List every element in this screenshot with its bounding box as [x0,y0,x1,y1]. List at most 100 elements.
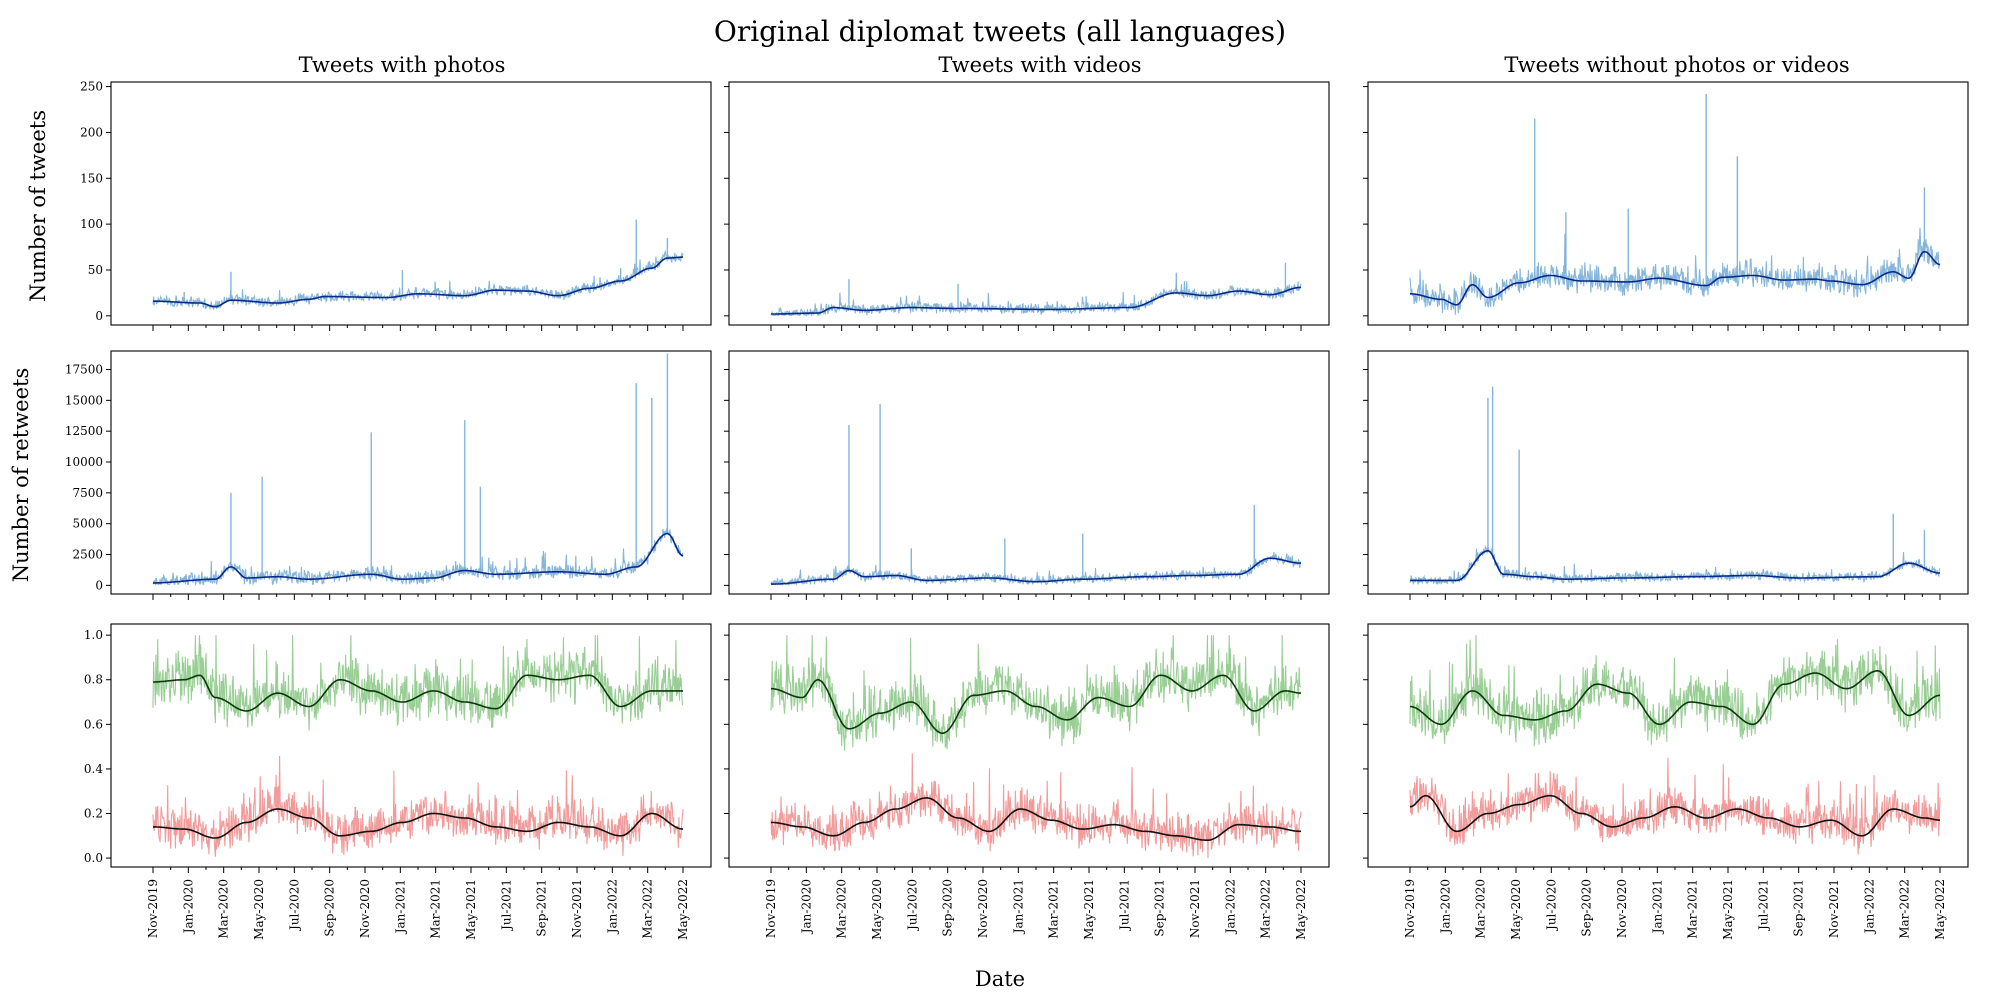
smoothed-red-line [771,797,1301,841]
daily-line [1409,544,1941,585]
y-tick-label: 10000 [65,455,103,469]
daily-line [1409,227,1941,315]
axes-frame [110,350,712,595]
x-tick-label: Nov-2021 [1827,879,1841,938]
panel-0-2 [1363,81,1969,331]
x-tick-label: May-2020 [1509,879,1523,940]
x-tick-label: Mar-2022 [641,879,655,939]
x-tick-label: Nov-2021 [1188,879,1202,938]
x-tick-label: Sep-2021 [1153,879,1167,937]
smoothed-line [153,256,684,308]
x-tick-label: Jan-2022 [605,879,619,935]
panel-2-0: 0.0 0.2 0.4 0.6 0.8 1.0 Nov-2019 Jan-2020 Mar-20… [84,623,712,940]
smoothed-green-line [1409,669,1941,726]
daily-line [770,280,1302,317]
y-tick-label: 0.6 [84,717,103,731]
x-tick-label: Nov-2020 [976,879,990,938]
x-tick-label: Mar-2020 [1474,879,1488,939]
panel-title-videos: Tweets with videos [938,53,1141,77]
x-tick-label: Nov-2020 [1615,879,1629,938]
axes-frame [728,623,1330,868]
axes-frame [1367,350,1969,595]
x-tick-label: Mar-2021 [1686,879,1700,939]
axes-frame [1367,623,1969,868]
x-tick-label: Jan-2020 [181,879,195,935]
smoothed-red-line [153,808,684,839]
x-tick-label: Jan-2022 [1862,879,1876,935]
y-tick-label: 1.0 [84,628,103,642]
x-tick-label: Jan-2021 [1650,879,1664,935]
x-tick-label: May-2021 [464,879,478,940]
x-tick-label: Jul-2020 [905,879,919,932]
panel-title-photos: Tweets with photos [299,53,506,77]
x-tick-label: May-2022 [1294,879,1308,940]
x-tick-label: Mar-2021 [429,879,443,939]
y-tick-label: 0 [95,309,103,323]
x-tick-label: Nov-2019 [146,879,160,938]
y-tick-label: 0.4 [84,762,103,776]
x-tick-label: Sep-2021 [535,879,549,937]
y-tick-label: 250 [80,80,103,94]
axes-frame [728,81,1330,326]
x-tick-label: Mar-2022 [1898,879,1912,939]
y-tick-label: 17500 [65,363,103,377]
x-tick-label: Nov-2019 [1403,879,1417,938]
y-tick-label: 5000 [72,517,103,531]
y-tick-label: 7500 [72,486,103,500]
x-tick-label: Mar-2020 [217,879,231,939]
y-tick-label: 200 [80,125,103,139]
smoothed-line [1410,549,1940,582]
panel-0-0: 0 50 100 150 200 250 [80,80,712,331]
x-tick-label: May-2022 [1933,879,1947,940]
x-tick-label: Jul-2021 [1756,879,1770,932]
x-tick-label: Mar-2020 [835,879,849,939]
x-tick-label: Sep-2020 [323,879,337,937]
panel-0-1 [724,81,1330,331]
daily-red-line [152,755,684,857]
panel-title-text-only: Tweets without photos or videos [1504,53,1849,77]
x-tick-label: Jan-2020 [799,879,813,935]
ylabel-tweets: Number of tweets [26,110,50,302]
smoothed-line [771,557,1302,585]
daily-green-line [770,635,1302,751]
daily-line [152,249,684,311]
x-tick-label: Jan-2021 [1011,879,1025,935]
y-tick-label: 0 [95,578,103,592]
x-tick-label: Sep-2021 [1792,879,1806,937]
x-tick-label: Nov-2019 [764,879,778,938]
daily-line [152,528,684,587]
panel-1-0: 0 2500 5000 7500 10000 12500 15000 17500 [65,350,712,600]
x-tick-label: Jul-2021 [499,879,513,932]
axes-frame [1367,81,1969,326]
x-tick-label: Jan-2020 [1438,879,1452,935]
y-tick-label: 12500 [65,424,103,438]
x-tick-label: Sep-2020 [1580,879,1594,937]
figure-title: Original diplomat tweets (all languages) [714,15,1286,48]
x-tick-label: Jul-2020 [1544,879,1558,932]
axes-frame [110,81,712,326]
axes-frame [110,623,712,868]
x-tick-label: Sep-2020 [941,879,955,937]
smoothed-red-line [1409,794,1941,837]
x-tick-label: Jul-2020 [287,879,301,932]
x-tick-label: Jan-2022 [1223,879,1237,935]
panel-2-2: Nov-2019 Jan-2020 Mar-2020 May-2020 Jul-2020… [1363,623,1969,940]
panels-group: 0501001502002500250050007500100001250015… [65,80,1969,940]
x-tick-label: May-2022 [676,879,690,940]
x-tick-label: May-2020 [870,879,884,940]
daily-red-line [1409,757,1941,855]
axes-frame [728,350,1330,595]
smoothed-line [153,532,684,584]
x-tick-label: Mar-2022 [1259,879,1273,939]
panel-2-1: Nov-2019 Jan-2020 Mar-2020 May-2020 Jul-2020… [724,623,1330,940]
y-tick-label: 0.0 [84,851,103,865]
x-tick-label: Nov-2021 [570,879,584,938]
x-tick-label: Jan-2021 [393,879,407,935]
x-tick-label: May-2021 [1721,879,1735,940]
smoothed-line [771,286,1301,315]
y-tick-label: 15000 [65,393,103,407]
daily-line [770,552,1302,587]
y-tick-label: 0.8 [84,673,103,687]
daily-green-line [1409,635,1941,747]
